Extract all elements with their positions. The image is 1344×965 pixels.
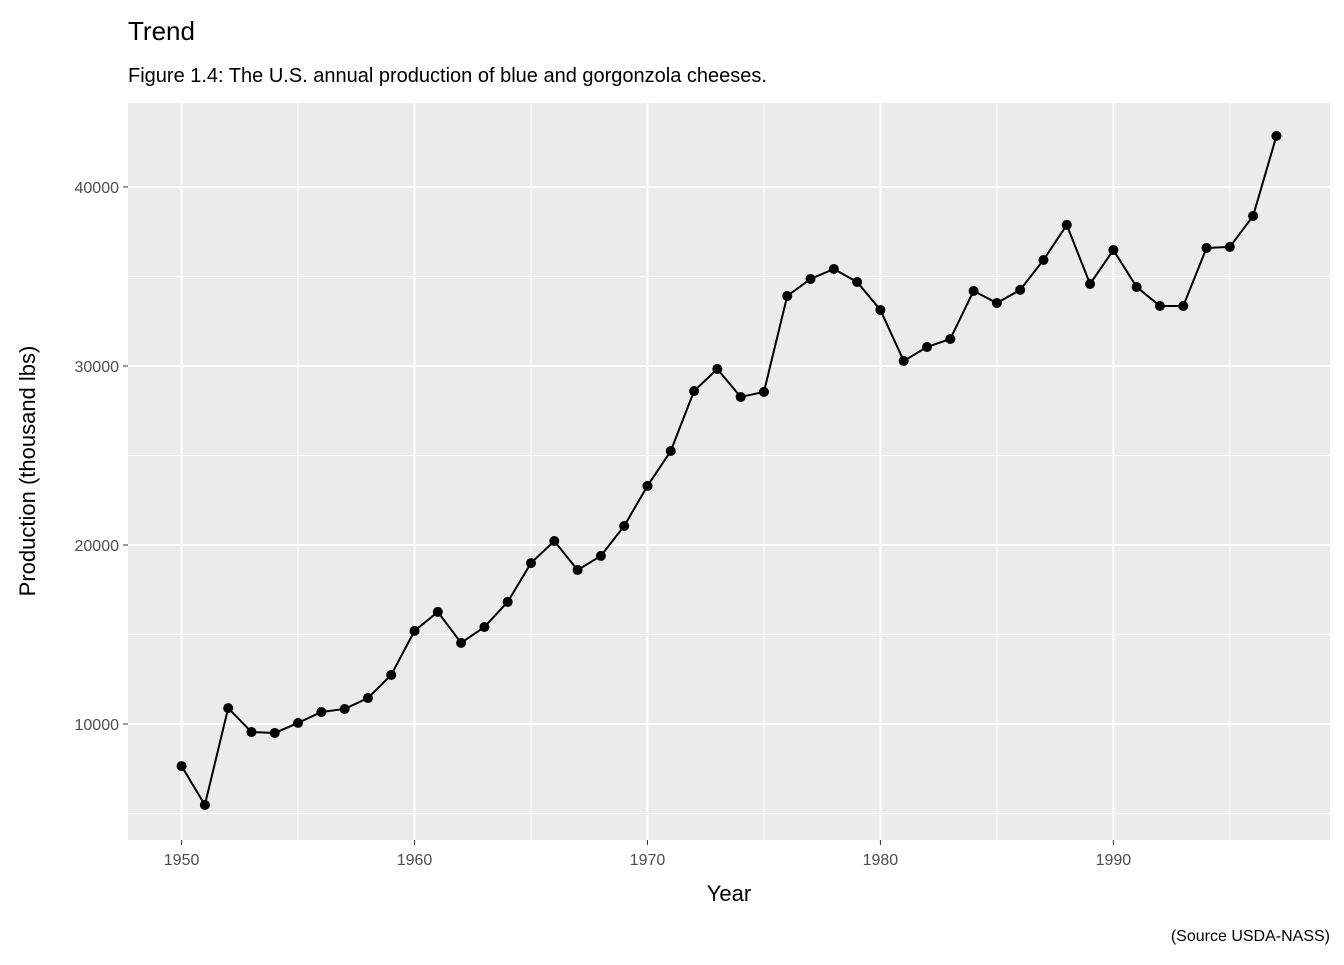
data-point: [712, 364, 723, 375]
x-tick-label: 1960: [397, 852, 433, 869]
data-point: [782, 290, 793, 301]
data-point: [735, 391, 746, 402]
data-point: [432, 606, 443, 617]
y-tick-label: 10000: [75, 717, 120, 734]
y-axis-label: Production (thousand lbs): [15, 346, 40, 597]
data-point: [595, 550, 606, 561]
data-point: [176, 761, 187, 772]
y-tick-label: 40000: [75, 180, 120, 197]
data-point: [362, 693, 373, 704]
data-point: [386, 669, 397, 680]
data-point: [316, 707, 327, 718]
data-point: [456, 637, 467, 648]
data-point: [246, 727, 257, 738]
data-point: [1201, 243, 1212, 254]
data-point: [1178, 301, 1189, 312]
x-tick-label: 1990: [1096, 852, 1132, 869]
data-point: [269, 727, 280, 738]
data-point: [293, 717, 304, 728]
data-point: [1085, 278, 1096, 289]
data-point: [758, 386, 769, 397]
y-tick-label: 30000: [75, 359, 120, 376]
data-point: [409, 625, 420, 636]
data-point: [689, 386, 700, 397]
data-point: [898, 355, 909, 366]
data-point: [1154, 301, 1165, 312]
data-point: [339, 703, 350, 714]
data-point: [991, 297, 1002, 308]
major-gridlines: [128, 103, 1330, 840]
data-point: [852, 277, 863, 288]
chart-caption: (Source USDA-NASS): [1171, 928, 1330, 945]
data-point: [525, 558, 536, 569]
y-tick-label: 20000: [75, 538, 120, 555]
y-axis-ticks: 10000 20000 30000 40000: [75, 180, 128, 734]
data-point: [223, 703, 234, 714]
data-point: [875, 304, 886, 315]
data-point: [619, 521, 630, 532]
data-point: [968, 285, 979, 296]
data-point: [479, 621, 490, 632]
data-point: [828, 263, 839, 274]
chart-title: Trend: [128, 16, 195, 46]
x-tick-label: 1980: [863, 852, 899, 869]
data-point: [572, 565, 583, 576]
x-tick-label: 1950: [164, 852, 200, 869]
data-point: [642, 480, 653, 491]
data-point: [1131, 282, 1142, 293]
data-point: [665, 446, 676, 457]
x-axis-ticks: 1950 1960 1970 1980 1990: [164, 840, 1131, 869]
data-point: [199, 799, 210, 810]
data-point: [1271, 130, 1282, 141]
x-tick-label: 1970: [630, 852, 666, 869]
chart-subtitle: Figure 1.4: The U.S. annual production o…: [128, 65, 767, 87]
x-axis-label: Year: [707, 881, 751, 906]
data-point: [805, 273, 816, 284]
data-point: [945, 333, 956, 344]
data-point: [1248, 210, 1259, 221]
plot-panel: [128, 103, 1330, 840]
data-point: [1038, 254, 1049, 265]
data-point: [1061, 219, 1072, 230]
data-point: [1015, 284, 1026, 295]
data-point: [922, 341, 933, 352]
data-point: [549, 536, 560, 547]
data-point: [1108, 244, 1119, 255]
data-point: [1224, 241, 1235, 252]
series-production: [176, 130, 1282, 810]
data-point: [502, 596, 513, 607]
